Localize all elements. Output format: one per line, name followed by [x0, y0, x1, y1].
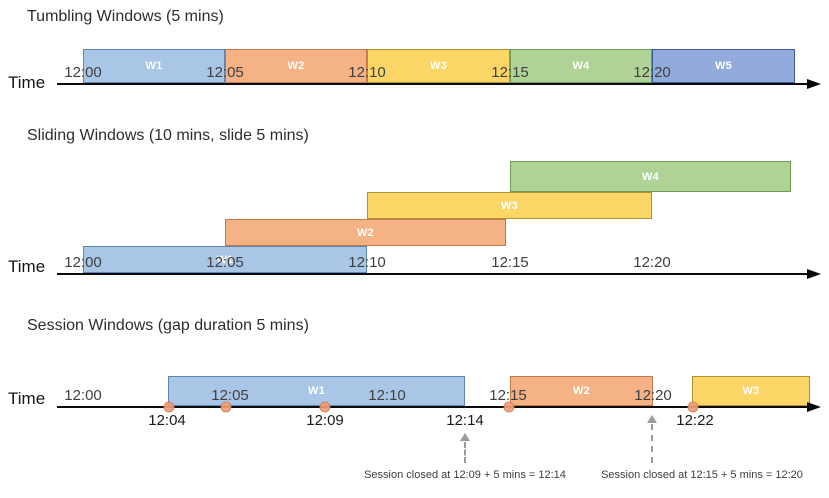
window-bar-label: W1 — [216, 253, 234, 266]
time-axis-line — [57, 406, 807, 408]
session-close-arrowhead-icon — [460, 433, 470, 441]
window-bar-w4: W4 — [510, 161, 791, 192]
section-title: Sliding Windows (10 mins, slide 5 mins) — [27, 127, 309, 144]
time-tick-label: 12:05 — [206, 64, 244, 81]
time-tick-label: 12:20 — [633, 254, 671, 271]
section-title: Tumbling Windows (5 mins) — [27, 8, 224, 25]
time-axis-line — [57, 273, 807, 275]
time-tick-label: 12:15 — [491, 64, 529, 81]
time-tick-label: 12:20 — [633, 64, 671, 81]
window-bar-label: W3 — [742, 385, 760, 397]
axis-arrowhead-icon — [807, 268, 821, 279]
window-bar-w5: W5 — [652, 49, 795, 83]
event-dot — [687, 401, 699, 413]
event-dot — [503, 401, 515, 413]
window-bar-label: W1 — [307, 385, 326, 397]
time-tick-label: 12:00 — [64, 64, 102, 81]
time-tick-label: 12:10 — [348, 254, 386, 271]
axis-arrowhead-icon — [807, 78, 821, 89]
window-bar-label: W2 — [356, 226, 375, 239]
event-dot — [319, 401, 331, 413]
time-tick-label: 12:15 — [491, 254, 529, 271]
time-axis-label: Time — [8, 73, 46, 92]
window-bar-w4: W4 — [510, 49, 652, 83]
time-tick-label: 12:10 — [348, 64, 386, 81]
window-bar-label: W3 — [500, 199, 519, 212]
time-tick-label: 12:20 — [634, 387, 672, 404]
window-bar-label: W5 — [714, 60, 733, 72]
window-bar-w3: W3 — [692, 376, 810, 406]
window-bar-label: W2 — [287, 60, 305, 72]
event-dot — [163, 401, 175, 413]
window-bar-w3: W3 — [367, 192, 652, 219]
session-close-arrowhead-icon — [647, 415, 657, 423]
event-dot — [220, 401, 232, 413]
session-close-note: Session closed at 12:09 + 5 mins = 12:14 — [364, 469, 566, 481]
time-tick-label: 12:00 — [64, 254, 102, 271]
session-close-arrow-icon — [464, 442, 466, 463]
time-tick-label: 12:05 — [211, 387, 249, 404]
window-bar-label: W1 — [145, 60, 163, 72]
event-time-label: 12:04 — [148, 412, 186, 429]
window-bar-w2: W2 — [225, 49, 367, 83]
window-bar-label: W4 — [641, 170, 660, 183]
session-close-note: Session closed at 12:15 + 5 mins = 12:20 — [601, 469, 803, 481]
window-bar-w2: W2 — [510, 376, 653, 406]
time-tick-label: 12:00 — [64, 387, 102, 404]
time-tick-label: 12:05 — [206, 254, 244, 271]
time-tick-label: 12:10 — [368, 387, 406, 404]
section-title: Session Windows (gap duration 5 mins) — [27, 317, 309, 334]
time-axis-line — [57, 83, 807, 85]
window-bar-w1: W1 — [83, 246, 367, 273]
axis-arrowhead-icon — [807, 401, 821, 412]
session-close-arrow-icon — [651, 424, 653, 463]
window-bar-w1: W1 — [83, 49, 225, 83]
time-axis-label: Time — [8, 257, 46, 276]
event-time-label: 12:14 — [446, 412, 484, 429]
window-bar-w2: W2 — [225, 219, 506, 246]
event-time-label: 12:22 — [676, 412, 714, 429]
window-bar-w1: W1 — [168, 376, 465, 406]
window-bar-label: W4 — [572, 60, 590, 72]
time-axis-label: Time — [8, 389, 46, 408]
window-bar-label: W3 — [429, 60, 448, 72]
event-time-label: 12:09 — [306, 412, 344, 429]
window-bar-label: W2 — [572, 385, 591, 397]
time-tick-label: 12:15 — [489, 387, 527, 404]
window-bar-w3: W3 — [367, 49, 510, 83]
